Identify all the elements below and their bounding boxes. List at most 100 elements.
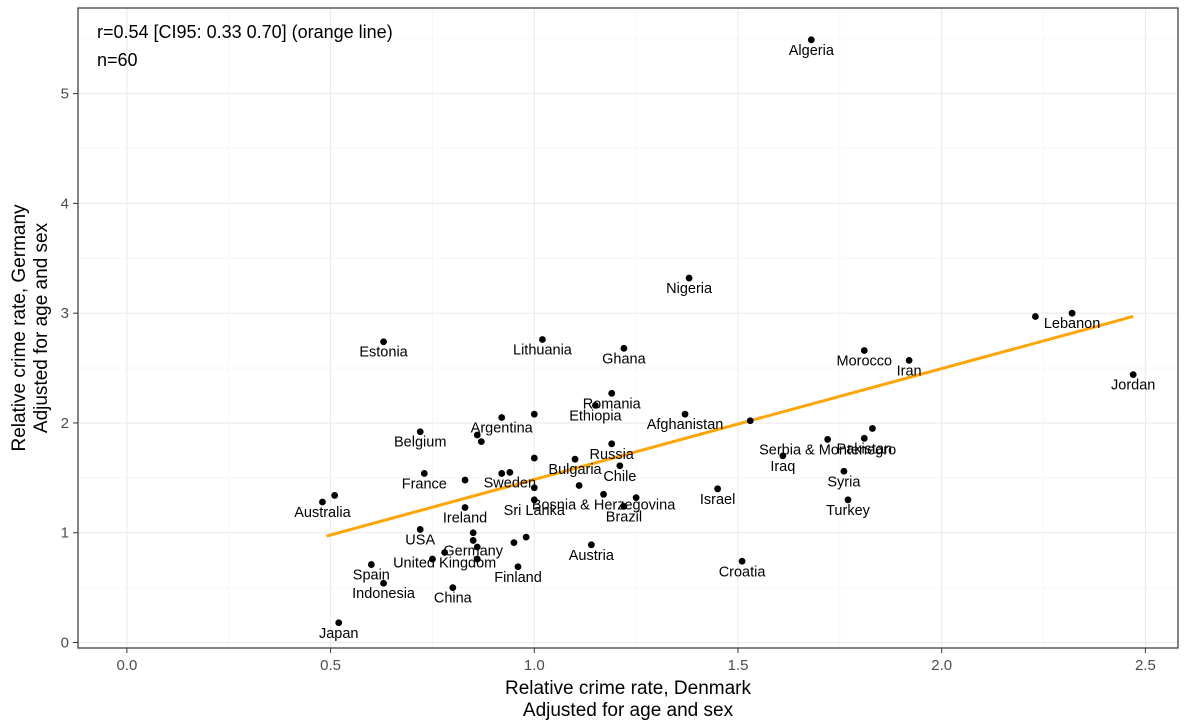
y-tick-label: 0 [61,635,69,652]
x-axis-title-line: Relative crime rate, Denmark [505,678,752,699]
data-point [498,470,506,477]
data-point [905,356,913,364]
data-point [779,452,787,460]
x-tick-label: 0.0 [116,657,137,674]
data-point [416,526,424,533]
data-point [514,563,522,571]
data-point [469,529,477,537]
data-point [860,347,868,354]
data-point [681,410,689,418]
data-point [575,482,583,489]
data-point [620,344,628,352]
data-point [592,401,599,409]
data-point-label: Ghana [602,351,646,367]
major-grid [78,8,1178,648]
x-axis-title-line: Adjusted for age and sex [523,700,734,721]
data-point-label: Belgium [394,435,446,451]
y-tick-label: 4 [61,195,69,212]
data-point [807,36,815,44]
data-point [416,428,424,436]
data-point [461,504,469,511]
data-point [530,496,538,504]
data-point-label: Bosnia & Herzegovina [532,497,676,513]
data-point-label: Japan [319,626,359,642]
data-point [860,434,868,442]
x-axis-ticks: 0.0 0.5 1.0 1.5 2.0 2.5 [116,648,1156,674]
data-point [714,485,722,493]
data-point-label: Jordan [1111,378,1155,394]
x-tick-label: 1.0 [524,657,545,674]
y-tick-label: 3 [61,305,69,322]
data-point [473,431,481,439]
data-point [869,425,876,432]
y-tick-label: 1 [61,525,69,542]
data-point-label: Israel [700,492,735,508]
data-point-label: Spain [353,568,390,584]
data-point-label: United Kingdom [393,555,496,571]
data-point [1129,371,1137,379]
data-point [461,476,469,484]
data-point-label: Russia [590,447,635,463]
data-points [319,36,1137,627]
data-point-label: Romania [583,396,642,412]
data-point-label: Estonia [359,345,408,361]
data-point-label: France [402,476,447,492]
y-tick-label: 2 [61,415,69,432]
data-point [571,455,579,463]
data-point-label: Sri Lanka [504,503,566,519]
sample-size-annotation: n=60 [97,50,138,70]
data-point [530,454,538,462]
data-point [530,410,538,418]
data-point-label: Pakistan [836,441,892,457]
data-point [429,555,436,563]
x-tick-label: 0.5 [320,657,341,674]
data-point [367,561,375,568]
plot-panel [78,8,1178,648]
data-point-label: Bulgaria [548,462,602,478]
data-point [420,470,428,477]
data-point-label: China [434,591,473,607]
data-point-label: Australia [294,505,351,521]
data-point [530,484,538,492]
data-point-label: USA [405,532,435,548]
data-point [600,490,607,498]
data-point-label: Iran [897,363,922,379]
regression-line [326,315,1134,538]
data-point-label: Morocco [836,354,892,370]
data-point [331,492,339,499]
panel-border [77,7,1179,649]
data-point [477,438,485,446]
y-tick-label: 5 [61,86,69,103]
data-point [510,539,518,547]
data-point [1068,309,1076,317]
data-point-label: Ethiopia [569,408,622,424]
data-point-label: Iraq [770,459,795,475]
data-point [616,462,624,470]
data-point [380,338,387,346]
data-point-label: Ireland [443,510,487,526]
data-point [1032,313,1039,320]
data-point-label: Lebanon [1044,316,1100,332]
minor-grid [78,8,1178,648]
data-point [746,417,754,425]
data-point [335,619,343,627]
data-point [473,543,481,551]
data-point-label: Algeria [789,43,835,59]
data-point-label: Lithuania [513,343,573,359]
data-point [608,389,616,397]
data-point [319,498,326,506]
data-point [685,274,693,282]
data-point-label: Indonesia [352,586,416,602]
data-point [441,549,449,556]
data-point-label: Germany [443,543,503,559]
data-point [844,496,852,504]
correlation-annotation: r=0.54 [CI95: 0.33 0.70] (orange line) [97,22,393,42]
data-point [840,467,848,475]
data-point [469,537,477,544]
data-point-label: Afghanistan [647,417,724,433]
data-point [608,440,616,448]
data-point [587,541,595,549]
